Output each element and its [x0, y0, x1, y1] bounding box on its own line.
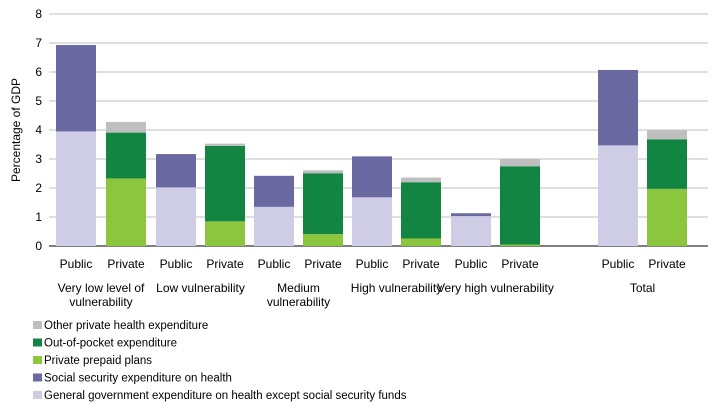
bar-segment-social-security	[56, 45, 96, 132]
bar-segment-out-of-pocket	[106, 132, 146, 179]
x-category-label: Public	[602, 257, 635, 271]
bar-segment-social-security	[254, 175, 294, 207]
y-tick-label: 5	[35, 94, 42, 108]
bar-segment-social-security	[598, 69, 638, 146]
bar-segment-prepaid	[205, 221, 245, 246]
bar-segment-prepaid	[303, 234, 343, 246]
y-tick-label: 1	[35, 210, 42, 224]
y-tick-label: 6	[35, 65, 42, 79]
legend-swatch-out-of-pocket	[33, 338, 42, 347]
x-category-label: Private	[304, 257, 342, 271]
bar-segment-social-security	[156, 154, 196, 188]
bar-segment-general-gov	[254, 206, 294, 246]
y-tick-label: 2	[35, 181, 42, 195]
bar-segment-general-gov	[451, 216, 491, 246]
bar-segment-other-private	[401, 177, 441, 183]
x-category-label: Public	[455, 257, 488, 271]
x-category-label: Private	[206, 257, 244, 271]
x-group-label: Medium vulnerability	[267, 281, 330, 309]
legend-label: Out-of-pocket expenditure	[44, 338, 177, 350]
bar-segment-out-of-pocket	[647, 139, 687, 189]
x-group-label: Total	[630, 281, 655, 295]
bar-segment-social-security	[352, 156, 392, 198]
bar-segment-out-of-pocket	[205, 145, 245, 222]
bar-segment-general-gov	[156, 187, 196, 246]
x-category-label: Private	[501, 257, 539, 271]
x-axis: Public Private Very low level of vulnerabil…	[58, 257, 686, 309]
bar-segment-other-private	[303, 170, 343, 174]
y-axis: 0 1 2 3 4 5 6 7 8	[35, 7, 42, 253]
x-group-label: Low vulnerability	[156, 281, 245, 295]
bar-segment-out-of-pocket	[401, 182, 441, 239]
bars	[56, 45, 687, 246]
legend-label: General government expenditure on health…	[44, 390, 407, 402]
bar-segment-prepaid	[106, 178, 146, 246]
y-tick-label: 8	[35, 7, 42, 21]
legend-label: Private prepaid plans	[44, 355, 152, 367]
y-axis-label: Percentage of GDP	[9, 78, 23, 182]
legend-swatch-prepaid	[33, 356, 42, 364]
y-tick-label: 3	[35, 152, 42, 166]
bar-segment-out-of-pocket	[303, 173, 343, 235]
y-tick-label: 0	[35, 239, 42, 253]
bar-segment-other-private	[205, 143, 245, 146]
bar-segment-general-gov	[352, 197, 392, 246]
legend: Other private health expenditure Out-of-p…	[33, 320, 407, 402]
x-category-label: Private	[648, 257, 686, 271]
x-category-label: Private	[107, 257, 145, 271]
bar-segment-social-security	[451, 213, 491, 217]
bar-segment-other-private	[500, 159, 540, 167]
x-category-label: Public	[60, 257, 93, 271]
legend-label: Social security expenditure on health	[44, 373, 232, 385]
x-group-label: Very low level of vulnerability	[58, 281, 145, 309]
x-category-label: Public	[258, 257, 291, 271]
x-category-label: Public	[356, 257, 389, 271]
bar-segment-other-private	[106, 121, 146, 133]
bar-segment-other-private	[647, 130, 687, 140]
legend-swatch-general-gov	[33, 391, 42, 399]
x-category-label: Public	[160, 257, 193, 271]
legend-swatch-other-private	[33, 321, 42, 329]
bar-segment-out-of-pocket	[500, 166, 540, 245]
x-group-label: Very high vulnerability	[437, 281, 554, 295]
bar-segment-prepaid	[500, 244, 540, 246]
bar-segment-prepaid	[647, 188, 687, 246]
y-tick-label: 7	[35, 36, 42, 50]
x-category-label: Private	[402, 257, 440, 271]
bar-segment-prepaid	[401, 238, 441, 246]
bar-segment-general-gov	[598, 145, 638, 246]
bar-segment-general-gov	[56, 131, 96, 246]
x-group-label: High vulnerability	[351, 281, 442, 295]
y-tick-label: 4	[35, 123, 42, 137]
legend-label: Other private health expenditure	[44, 320, 208, 332]
legend-swatch-social-security	[33, 373, 42, 382]
